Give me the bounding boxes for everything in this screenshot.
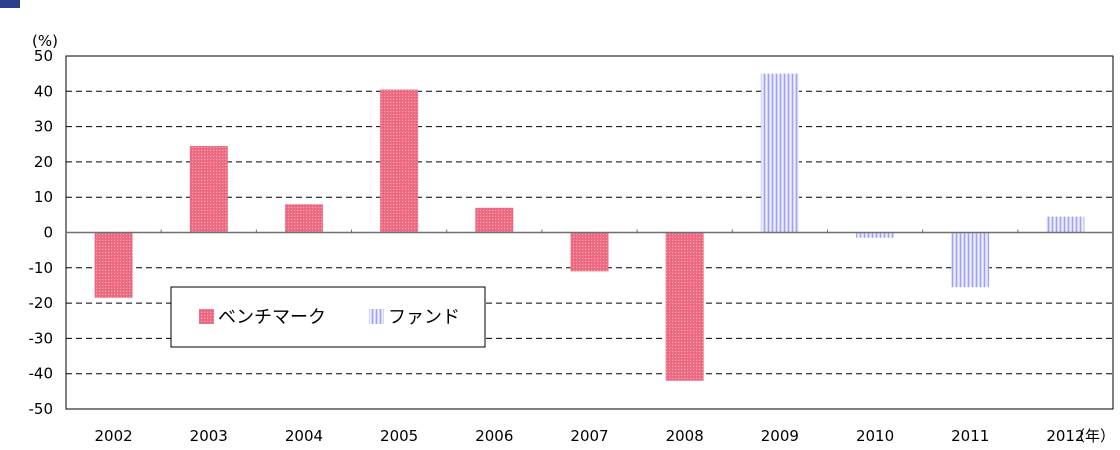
x-tick-label: 2002 bbox=[94, 427, 132, 445]
x-tick-label: 2008 bbox=[666, 427, 704, 445]
y-tick-label: -50 bbox=[29, 400, 54, 418]
y-tick-label: 30 bbox=[34, 118, 53, 136]
bar-2004 bbox=[284, 204, 323, 233]
bar-2008 bbox=[665, 232, 704, 381]
x-tick-label: 2004 bbox=[285, 427, 323, 445]
bar-2012 bbox=[1046, 216, 1085, 233]
legend-label-fund: ファンド bbox=[388, 307, 460, 328]
y-tick-label: 10 bbox=[34, 188, 53, 206]
x-tick-label: 2011 bbox=[951, 427, 989, 445]
legend: ベンチマーク ファンド bbox=[170, 286, 486, 348]
axis bbox=[66, 229, 1113, 234]
y-tick-label: 0 bbox=[43, 224, 53, 242]
x-unit-label: （年） bbox=[1070, 427, 1115, 445]
x-tick-label: 2006 bbox=[475, 427, 513, 445]
x-tick-label: 2009 bbox=[761, 427, 799, 445]
legend-swatch-fund bbox=[369, 309, 384, 324]
bar-2007 bbox=[570, 232, 609, 272]
bar-2011 bbox=[951, 232, 990, 288]
x-tick-label: 2003 bbox=[190, 427, 228, 445]
legend-box bbox=[170, 286, 486, 348]
y-tick-label: 50 bbox=[34, 47, 53, 65]
bar-2009 bbox=[760, 73, 799, 233]
y-tick-label: -20 bbox=[29, 294, 54, 312]
legend-label-benchmark: ベンチマーク bbox=[218, 307, 326, 328]
y-tick-labels: 50 40 30 20 10 0 -10 -20 -30 -40 -50 bbox=[29, 47, 54, 418]
bar-2010 bbox=[856, 232, 895, 238]
x-tick-label: 2005 bbox=[380, 427, 418, 445]
y-tick-label: -10 bbox=[29, 259, 54, 277]
x-tick-label: 2007 bbox=[570, 427, 608, 445]
y-tick-label: -30 bbox=[29, 329, 54, 347]
bar-2003 bbox=[189, 146, 228, 233]
bars bbox=[94, 73, 1085, 381]
y-tick-label: 20 bbox=[34, 153, 53, 171]
bar-2002 bbox=[94, 232, 133, 298]
x-tick-label: 2012 bbox=[1046, 427, 1084, 445]
bar-2006 bbox=[475, 207, 514, 233]
x-tick-label: 2010 bbox=[856, 427, 894, 445]
x-tick-labels: 2002 2003 2004 2005 2006 2007 2008 2009 2010 2011… bbox=[94, 427, 1084, 445]
header-icon bbox=[0, 0, 20, 8]
y-tick-label: 40 bbox=[34, 82, 53, 100]
bar-2005 bbox=[380, 89, 419, 233]
legend-swatch-benchmark bbox=[199, 309, 214, 324]
y-tick-label: -40 bbox=[29, 365, 54, 383]
y-unit-label: (%) bbox=[32, 32, 58, 50]
